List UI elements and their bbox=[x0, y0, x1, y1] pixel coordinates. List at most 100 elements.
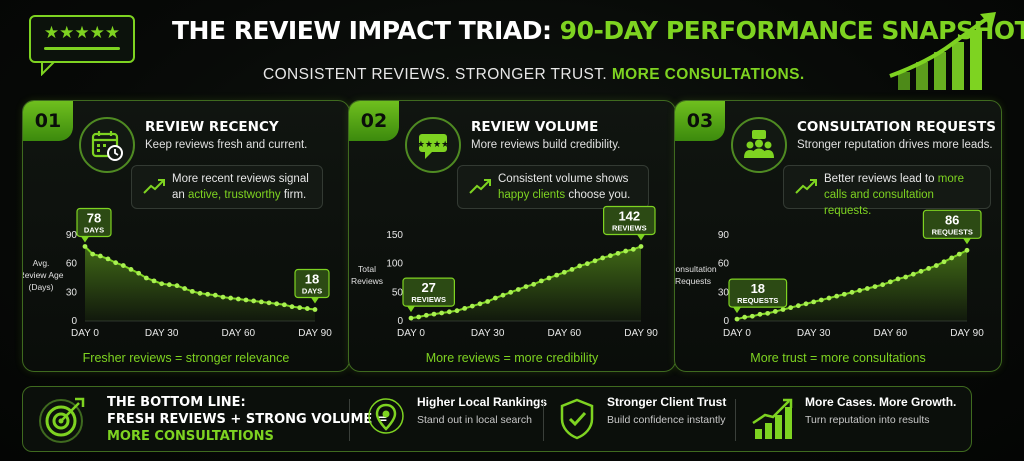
data-point bbox=[304, 306, 310, 311]
data-point bbox=[887, 279, 893, 285]
card-title: REVIEW VOLUME bbox=[471, 119, 599, 135]
callout-box: Better reviews lead to more calls and co… bbox=[783, 165, 991, 217]
data-point bbox=[197, 290, 203, 296]
data-point bbox=[749, 313, 755, 319]
data-point bbox=[880, 282, 886, 288]
annotation-value: 27 bbox=[421, 280, 435, 295]
subtitle-accent: MORE CONSULTATIONS. bbox=[611, 66, 805, 83]
y-tick-label: 0 bbox=[71, 316, 77, 327]
chart-consultation-requests: Consultation Requests 0 30 60 90 DAY 0 DAY 30 DA… bbox=[675, 209, 984, 339]
title-accent: 90-DAY PERFORMANCE SNAPSHOT bbox=[559, 16, 1024, 45]
bottom-line-formula: FRESH REVIEWS + STRONG VOLUME = bbox=[107, 412, 388, 427]
data-point bbox=[423, 312, 429, 318]
data-point bbox=[554, 272, 560, 278]
annotation-value: 78 bbox=[87, 210, 101, 225]
bottom-line-heading: THE BOTTOM LINE: bbox=[107, 395, 246, 410]
data-point bbox=[872, 284, 878, 289]
y-tick-label: 0 bbox=[397, 316, 403, 327]
card-review-volume: 02 ★★★★ REVIEW VOLUME More reviews build… bbox=[348, 100, 676, 372]
data-point bbox=[205, 291, 211, 297]
bottom-line-panel: THE BOTTOM LINE: FRESH REVIEWS + STRONG … bbox=[22, 386, 972, 452]
card-description: Keep reviews fresh and current. bbox=[145, 139, 308, 151]
annotation-value: 18 bbox=[305, 272, 319, 287]
data-point bbox=[592, 258, 598, 264]
data-point bbox=[742, 314, 748, 320]
data-point bbox=[834, 293, 840, 299]
feature-desc: Turn reputation into results bbox=[805, 414, 930, 426]
y-tick-label: 150 bbox=[386, 230, 403, 241]
data-point bbox=[903, 274, 909, 280]
x-tick-label: DAY 0 bbox=[71, 328, 99, 339]
y-tick-label: 30 bbox=[66, 287, 78, 298]
data-point bbox=[826, 295, 832, 301]
annotation-unit: REQUESTS bbox=[737, 296, 778, 305]
y-tick-label: 60 bbox=[66, 259, 78, 270]
chart-review-age: Avg. Review Age (Days) 0 30 60 90 DAY 0 DAY 30 DA… bbox=[23, 207, 332, 339]
data-point bbox=[297, 305, 303, 311]
data-point bbox=[780, 307, 786, 312]
data-point bbox=[235, 296, 241, 302]
data-point bbox=[795, 303, 801, 309]
data-point bbox=[189, 288, 195, 294]
card-footer: More reviews = more credibility bbox=[425, 351, 599, 365]
x-tick-label: DAY 60 bbox=[874, 328, 908, 339]
y-tick-label: 90 bbox=[718, 230, 730, 241]
data-point bbox=[446, 309, 452, 315]
callout-box: More recent reviews signal an active, tr… bbox=[131, 165, 323, 209]
data-point bbox=[933, 263, 939, 268]
target-arrow-icon bbox=[37, 395, 89, 450]
annotation-unit: DAYS bbox=[302, 287, 322, 296]
x-tick-label: DAY 60 bbox=[222, 328, 256, 339]
svg-text:★★★★★: ★★★★★ bbox=[44, 23, 120, 42]
data-point bbox=[910, 271, 916, 277]
page-subtitle: CONSISTENT REVIEWS. STRONGER TRUST. MORE… bbox=[263, 66, 805, 84]
data-point bbox=[212, 292, 218, 298]
data-point bbox=[765, 310, 771, 316]
data-point bbox=[803, 301, 809, 307]
data-point bbox=[105, 256, 111, 262]
data-point bbox=[964, 247, 970, 253]
feature-desc: Stand out in local search bbox=[417, 414, 532, 426]
data-point bbox=[523, 284, 529, 289]
y-axis-label: (Days) bbox=[28, 282, 53, 292]
data-point bbox=[630, 246, 636, 252]
y-axis-label: Reviews bbox=[351, 276, 383, 286]
data-point bbox=[569, 267, 575, 272]
svg-text:★★★★: ★★★★ bbox=[417, 139, 449, 149]
y-axis-label: Requests bbox=[675, 276, 711, 286]
data-point bbox=[477, 301, 483, 307]
data-point bbox=[857, 288, 863, 293]
series-area bbox=[737, 250, 967, 321]
data-point bbox=[469, 303, 475, 309]
data-point bbox=[416, 314, 422, 320]
y-axis-label: Consultation bbox=[675, 264, 717, 274]
people-chat-icon bbox=[731, 117, 787, 173]
data-point bbox=[841, 291, 847, 297]
x-tick-label: DAY 0 bbox=[397, 328, 425, 339]
feature-desc: Build confidence instantly bbox=[607, 414, 726, 426]
data-point bbox=[220, 294, 226, 300]
callout-line-2: happy clients choose you. bbox=[498, 189, 631, 201]
feature-title: Stronger Client Trust bbox=[607, 395, 727, 409]
data-point bbox=[623, 248, 629, 254]
data-point bbox=[128, 267, 134, 272]
data-point bbox=[500, 292, 506, 298]
data-point bbox=[757, 311, 763, 317]
y-tick-label: 50 bbox=[392, 287, 404, 298]
chat-stars-icon: ★★★★ bbox=[405, 117, 461, 173]
card-review-recency: 01 REVIEW RECENCY Keep reviews fresh and… bbox=[22, 100, 350, 372]
title-main: THE REVIEW IMPACT TRIAD: bbox=[172, 16, 560, 45]
data-point bbox=[454, 308, 460, 314]
card-footer: Fresher reviews = stronger relevance bbox=[82, 351, 290, 365]
data-point bbox=[166, 282, 172, 288]
data-point bbox=[274, 301, 280, 307]
annotation-unit: REVIEWS bbox=[612, 223, 647, 232]
data-point bbox=[492, 295, 498, 301]
data-point bbox=[864, 286, 870, 291]
x-tick-label: DAY 90 bbox=[624, 328, 658, 339]
data-point bbox=[113, 260, 119, 266]
